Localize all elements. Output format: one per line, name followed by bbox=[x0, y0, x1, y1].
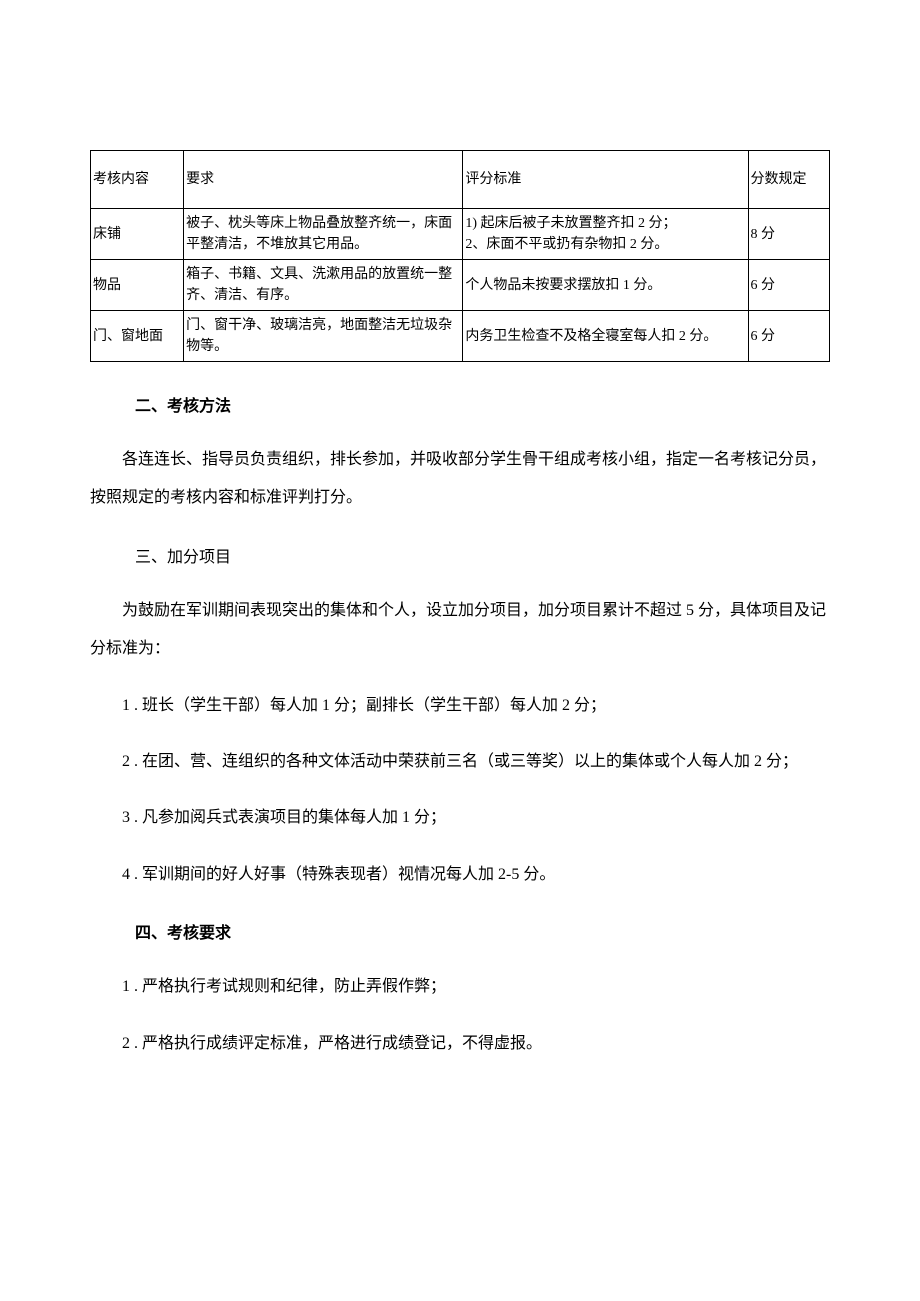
cell-content: 门、窗地面 bbox=[91, 311, 184, 362]
s3-item-2-text: 2 . 在团、营、连组织的各种文体活动中荣获前三名（或三等奖）以上的集体或个人每… bbox=[90, 743, 830, 781]
header-cell: 要求 bbox=[184, 151, 463, 209]
section-3-title: 三、加分项目 bbox=[135, 543, 830, 567]
table-row: 物品 箱子、书籍、文具、洗漱用品的放置统一整齐、清洁、有序。 个人物品未按要求摆… bbox=[91, 260, 830, 311]
section-3-intro: 为鼓励在军训期间表现突出的集体和个人，设立加分项目，加分项目累计不超过 5 分，… bbox=[90, 592, 830, 669]
cell-content: 物品 bbox=[91, 260, 184, 311]
s3-item-2: 2 . 在团、营、连组织的各种文体活动中荣获前三名（或三等奖）以上的集体或个人每… bbox=[90, 743, 830, 781]
s3-item-3: 3 . 凡参加阅兵式表演项目的集体每人加 1 分； bbox=[90, 799, 830, 837]
s4-item-2: 2 . 严格执行成绩评定标准，严格进行成绩登记，不得虚报。 bbox=[90, 1025, 830, 1063]
cell-requirement: 门、窗干净、玻璃洁亮，地面整洁无垃圾杂物等。 bbox=[184, 311, 463, 362]
s4-item-1: 1 . 严格执行考试规则和纪律，防止弄假作弊； bbox=[90, 968, 830, 1006]
table-row: 床铺 被子、枕头等床上物品叠放整齐统一，床面平整清洁，不堆放其它用品。 1) 起… bbox=[91, 209, 830, 260]
cell-criteria: 内务卫生检查不及格全寝室每人扣 2 分。 bbox=[463, 311, 748, 362]
section-4-title: 四、考核要求 bbox=[135, 919, 830, 943]
table-header-row: 考核内容 要求 评分标准 分数规定 bbox=[91, 151, 830, 209]
section-2-title: 二、考核方法 bbox=[135, 392, 830, 416]
cell-score: 6 分 bbox=[748, 260, 829, 311]
cell-requirement: 箱子、书籍、文具、洗漱用品的放置统一整齐、清洁、有序。 bbox=[184, 260, 463, 311]
cell-requirement: 被子、枕头等床上物品叠放整齐统一，床面平整清洁，不堆放其它用品。 bbox=[184, 209, 463, 260]
cell-criteria: 1) 起床后被子未放置整齐扣 2 分； 2、床面不平或扔有杂物扣 2 分。 bbox=[463, 209, 748, 260]
table-row: 门、窗地面 门、窗干净、玻璃洁亮，地面整洁无垃圾杂物等。 内务卫生检查不及格全寝… bbox=[91, 311, 830, 362]
assessment-table: 考核内容 要求 评分标准 分数规定 床铺 被子、枕头等床上物品叠放整齐统一，床面… bbox=[90, 150, 830, 362]
cell-score: 8 分 bbox=[748, 209, 829, 260]
header-cell: 考核内容 bbox=[91, 151, 184, 209]
s3-item-1: 1 . 班长（学生干部）每人加 1 分；副排长（学生干部）每人加 2 分； bbox=[90, 687, 830, 725]
cell-criteria: 个人物品未按要求摆放扣 1 分。 bbox=[463, 260, 748, 311]
cell-score: 6 分 bbox=[748, 311, 829, 362]
s3-item-4: 4 . 军训期间的好人好事（特殊表现者）视情况每人加 2-5 分。 bbox=[90, 856, 830, 894]
header-cell: 分数规定 bbox=[748, 151, 829, 209]
section-2-body: 各连连长、指导员负责组织，排长参加，并吸收部分学生骨干组成考核小组，指定一名考核… bbox=[90, 441, 830, 518]
cell-content: 床铺 bbox=[91, 209, 184, 260]
header-cell: 评分标准 bbox=[463, 151, 748, 209]
